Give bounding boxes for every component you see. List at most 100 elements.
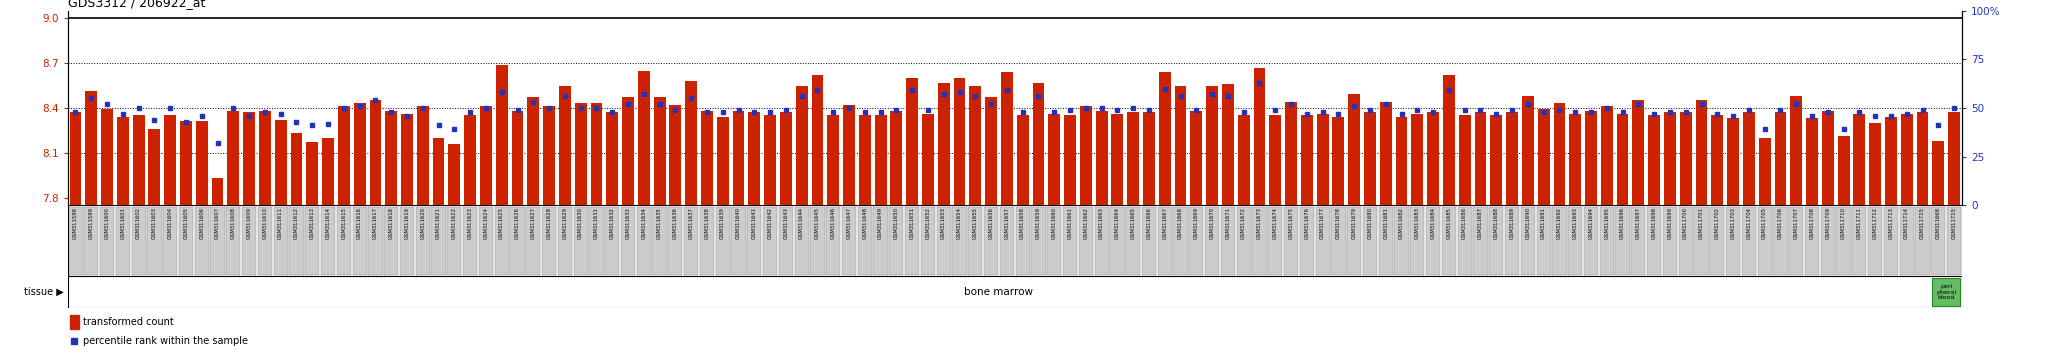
- Text: GSM311623: GSM311623: [467, 207, 473, 239]
- Text: GSM311622: GSM311622: [453, 207, 457, 239]
- Bar: [369, 101, 381, 205]
- Text: GSM311692: GSM311692: [1556, 207, 1563, 239]
- Bar: [1444, 75, 1454, 205]
- Bar: [1268, 207, 1282, 275]
- Bar: [844, 105, 854, 205]
- Text: GSM311669: GSM311669: [1194, 207, 1198, 239]
- Text: GSM311634: GSM311634: [641, 207, 647, 239]
- Bar: [1901, 114, 1913, 205]
- Bar: [811, 207, 825, 275]
- Bar: [1774, 207, 1788, 275]
- Bar: [1126, 207, 1141, 275]
- Text: GSM311662: GSM311662: [1083, 207, 1087, 239]
- Bar: [1094, 207, 1108, 275]
- Bar: [889, 207, 903, 275]
- Bar: [827, 115, 840, 205]
- Bar: [1253, 207, 1266, 275]
- Bar: [1425, 207, 1440, 275]
- Bar: [1473, 207, 1487, 275]
- Bar: [1505, 207, 1520, 275]
- Bar: [952, 207, 967, 275]
- Text: GSM311676: GSM311676: [1305, 207, 1309, 239]
- Bar: [1823, 111, 1833, 205]
- Text: GSM311697: GSM311697: [1636, 207, 1640, 239]
- Text: GSM311691: GSM311691: [1542, 207, 1546, 239]
- Text: GSM311658: GSM311658: [1020, 207, 1026, 239]
- Text: GSM311624: GSM311624: [483, 207, 487, 239]
- Bar: [496, 207, 508, 275]
- Bar: [1079, 207, 1094, 275]
- Bar: [1948, 113, 1960, 205]
- Text: GSM311616: GSM311616: [356, 207, 362, 239]
- Bar: [133, 115, 145, 205]
- Text: transformed count: transformed count: [82, 317, 174, 327]
- Text: GSM311619: GSM311619: [406, 207, 410, 239]
- Bar: [1284, 207, 1298, 275]
- Bar: [1694, 207, 1708, 275]
- Bar: [526, 207, 541, 275]
- Text: GSM311601: GSM311601: [121, 207, 125, 239]
- Bar: [1522, 96, 1534, 205]
- Bar: [258, 111, 270, 205]
- Bar: [559, 86, 571, 205]
- Bar: [1712, 115, 1722, 205]
- Bar: [1868, 207, 1882, 275]
- Bar: [748, 207, 762, 275]
- Bar: [653, 207, 668, 275]
- Text: GSM311612: GSM311612: [295, 207, 299, 239]
- Bar: [211, 178, 223, 205]
- Bar: [274, 207, 289, 275]
- Bar: [1157, 207, 1171, 275]
- Bar: [891, 111, 903, 205]
- Bar: [100, 207, 115, 275]
- Bar: [1143, 113, 1155, 205]
- Bar: [1032, 207, 1047, 275]
- Bar: [1190, 207, 1204, 275]
- Bar: [322, 138, 334, 205]
- Bar: [1505, 113, 1518, 205]
- Bar: [922, 114, 934, 205]
- Text: GSM311715: GSM311715: [1921, 207, 1925, 239]
- Text: GSM311599: GSM311599: [88, 207, 94, 239]
- Text: GSM311650: GSM311650: [893, 207, 899, 239]
- Bar: [557, 207, 571, 275]
- Text: GSM311688: GSM311688: [1493, 207, 1499, 239]
- Text: GSM311703: GSM311703: [1731, 207, 1735, 239]
- Text: GSM311644: GSM311644: [799, 207, 805, 239]
- Bar: [748, 113, 760, 205]
- Text: percentile rank within the sample: percentile rank within the sample: [82, 336, 248, 346]
- Bar: [1176, 86, 1186, 205]
- Bar: [1821, 207, 1835, 275]
- Bar: [1806, 119, 1819, 205]
- Text: GSM311611: GSM311611: [279, 207, 283, 239]
- Text: GSM311710: GSM311710: [1841, 207, 1845, 239]
- Text: GSM311635: GSM311635: [657, 207, 662, 239]
- Bar: [1632, 101, 1645, 205]
- Bar: [418, 107, 428, 205]
- Bar: [305, 207, 319, 275]
- Bar: [1790, 207, 1804, 275]
- Bar: [84, 207, 98, 275]
- Bar: [637, 207, 651, 275]
- Bar: [336, 207, 350, 275]
- Text: GSM311642: GSM311642: [768, 207, 772, 239]
- Text: GSM311701: GSM311701: [1700, 207, 1704, 239]
- Bar: [543, 207, 557, 275]
- Bar: [70, 315, 80, 329]
- Bar: [510, 207, 524, 275]
- Bar: [1663, 207, 1677, 275]
- Text: GSM311608: GSM311608: [231, 207, 236, 239]
- Bar: [1079, 107, 1092, 205]
- Text: GSM311657: GSM311657: [1004, 207, 1010, 239]
- Text: GSM311646: GSM311646: [831, 207, 836, 239]
- Bar: [1047, 207, 1061, 275]
- Bar: [1837, 207, 1851, 275]
- Bar: [1362, 207, 1376, 275]
- Bar: [1696, 101, 1708, 205]
- Bar: [686, 81, 696, 205]
- Text: tissue ▶: tissue ▶: [25, 287, 63, 297]
- Bar: [590, 207, 604, 275]
- Text: GSM311665: GSM311665: [1130, 207, 1137, 239]
- Bar: [543, 107, 555, 205]
- Bar: [1159, 72, 1171, 205]
